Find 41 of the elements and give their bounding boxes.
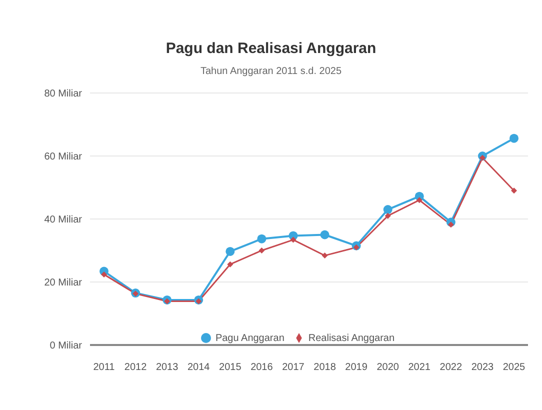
point xyxy=(322,252,328,259)
point xyxy=(101,271,107,278)
chart-subtitle: Tahun Anggaran 2011 s.d. 2025 xyxy=(199,66,343,77)
point xyxy=(383,205,392,214)
x-tick-label: 2025 xyxy=(502,362,526,374)
x-tick-label: 2015 xyxy=(219,362,242,374)
point xyxy=(164,298,170,304)
x-tick-label: 2020 xyxy=(376,362,400,374)
y-tick-label: 40 Miliar xyxy=(44,214,83,226)
point xyxy=(448,222,454,228)
point xyxy=(258,248,265,254)
point xyxy=(196,298,202,304)
point xyxy=(320,230,330,240)
legend-label: Realisasi Anggaran xyxy=(308,333,395,344)
point xyxy=(416,197,422,204)
y-tick-label: 0 Miliar xyxy=(50,340,83,352)
x-tick-label: 2012 xyxy=(124,362,148,374)
x-tick-label: 2018 xyxy=(314,362,336,374)
point xyxy=(511,188,517,194)
x-tick-label: 2016 xyxy=(250,362,274,374)
point xyxy=(227,261,234,268)
x-tick-label: 2013 xyxy=(156,362,179,374)
y-tick-label: 20 Miliar xyxy=(44,278,83,289)
point xyxy=(226,246,235,256)
x-tick-label: 2022 xyxy=(440,362,462,374)
x-tick-label: 2014 xyxy=(187,362,210,374)
point xyxy=(510,134,518,143)
point xyxy=(257,234,266,244)
point xyxy=(384,212,391,219)
point xyxy=(353,244,360,250)
point xyxy=(479,154,486,161)
x-tick-label: 2011 xyxy=(93,362,116,374)
legend-label: Pagu Anggaran xyxy=(215,333,284,344)
chart-title: Pagu dan Realisasi Anggaran xyxy=(164,40,378,57)
y-tick-label: 80 Miliar xyxy=(44,88,83,100)
x-tick-label: 2017 xyxy=(282,362,305,374)
x-tick-label: 2019 xyxy=(345,362,368,374)
x-tick-label: 2023 xyxy=(471,362,494,374)
x-tick-label: 2021 xyxy=(408,362,431,374)
point xyxy=(290,236,296,243)
y-tick-label: 60 Miliar xyxy=(44,152,83,163)
